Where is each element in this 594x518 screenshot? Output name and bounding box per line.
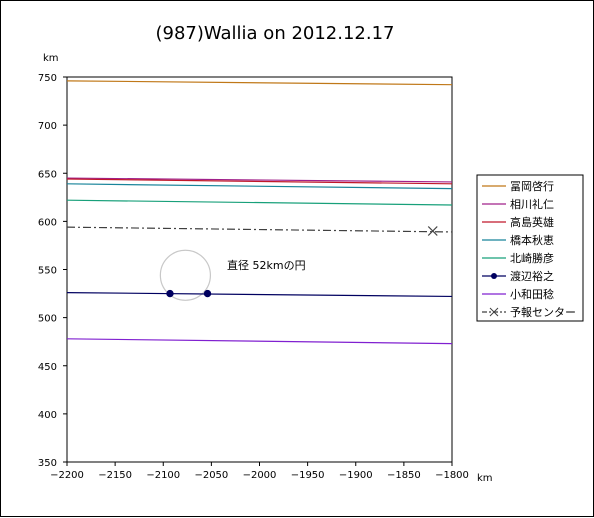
legend-label: 小和田稔 <box>510 287 554 301</box>
x-tick-label: −2200 <box>50 470 84 481</box>
size-circle <box>159 249 212 301</box>
x-axis-unit: km <box>477 473 493 484</box>
legend-label: 冨岡啓行 <box>510 179 554 193</box>
x-tick-label: −1850 <box>387 470 421 481</box>
y-tick-label: 650 <box>38 169 57 180</box>
legend-label: 渡辺裕之 <box>510 269 554 283</box>
y-tick-label: 450 <box>38 362 57 373</box>
series-line <box>66 183 453 190</box>
y-tick-label: 600 <box>38 217 57 228</box>
legend-marker <box>489 307 499 317</box>
y-tick-label: 400 <box>38 410 57 421</box>
series-point <box>427 226 438 236</box>
y-tick-label: 700 <box>38 121 57 132</box>
y-tick-label: 750 <box>38 73 57 84</box>
legend-marker-stroke <box>489 307 499 317</box>
legend-marker <box>491 273 497 279</box>
series-line <box>66 226 453 233</box>
series-point <box>203 289 212 298</box>
series-line <box>66 338 453 345</box>
x-tick-label: −1900 <box>339 470 373 481</box>
x-tick-label: −2150 <box>98 470 132 481</box>
series-line <box>66 199 453 206</box>
y-axis-unit: km <box>43 53 59 64</box>
series-line <box>66 80 453 86</box>
series-line <box>66 178 453 185</box>
chart-title: (987)Wallia on 2012.12.17 <box>155 23 394 44</box>
x-tick-label: −2000 <box>243 470 277 481</box>
x-tick-label: −2100 <box>146 470 180 481</box>
circle-annotation: 直径 52kmの円 <box>227 258 306 272</box>
y-tick-label: 500 <box>38 314 57 325</box>
plot-area <box>66 76 453 463</box>
legend-label: 相川礼仁 <box>510 197 554 211</box>
point-stroke <box>427 226 438 236</box>
series-line <box>66 292 453 298</box>
series-line <box>66 177 453 183</box>
legend-label: 北崎勝彦 <box>510 251 554 265</box>
x-tick-label: −1950 <box>291 470 325 481</box>
legend-label: 橋本秋恵 <box>510 233 554 247</box>
legend-box <box>476 174 584 322</box>
series-point <box>166 289 174 298</box>
legend-label: 高島英雄 <box>510 215 554 229</box>
y-tick-label: 550 <box>38 266 57 277</box>
legend-label: 予報センター <box>510 306 576 319</box>
x-tick-label: −2050 <box>194 470 228 481</box>
x-tick-label: −1800 <box>435 470 469 481</box>
y-tick-label: 350 <box>38 458 57 469</box>
